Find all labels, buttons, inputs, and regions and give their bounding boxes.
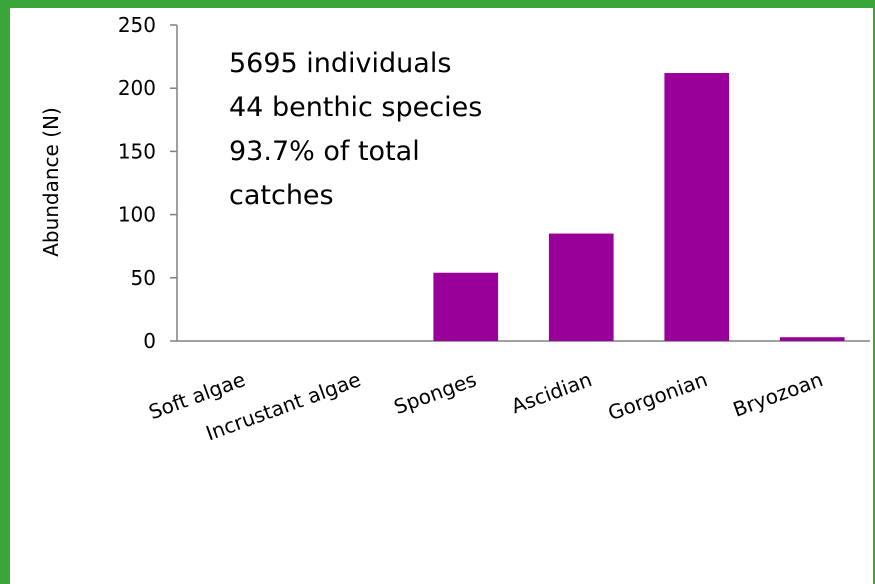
bar-sponges	[433, 272, 499, 341]
y-tick-label: 150	[118, 139, 156, 163]
x-category-label: Bryozoan	[730, 367, 826, 422]
bars-group	[433, 73, 845, 342]
annotation-line: 93.7% of total	[229, 136, 420, 167]
annotation-line: 44 benthic species	[229, 92, 482, 123]
y-axis-group: 0 50 100 150 200 250	[118, 13, 178, 353]
y-axis-title: Abundance (N)	[39, 107, 63, 257]
y-tick-label: 100	[118, 203, 156, 227]
y-tick-label: 50	[131, 266, 156, 290]
bar-ascidian	[548, 233, 614, 341]
annotation-line: catches	[229, 180, 334, 211]
chart-annotation: 5695 individuals 44 benthic species 93.7% …	[229, 48, 482, 211]
bar-gorgonian	[664, 73, 730, 342]
x-category-label: Ascidian	[508, 367, 595, 418]
y-tick-label: 0	[143, 329, 156, 353]
annotation-line: 5695 individuals	[229, 48, 451, 79]
y-tick-label: 250	[118, 13, 156, 37]
x-category-label: Sponges	[391, 367, 480, 419]
y-tick-label: 200	[118, 76, 156, 100]
x-category-label: Gorgonian	[605, 367, 711, 425]
bar-bryozoan	[779, 337, 845, 341]
